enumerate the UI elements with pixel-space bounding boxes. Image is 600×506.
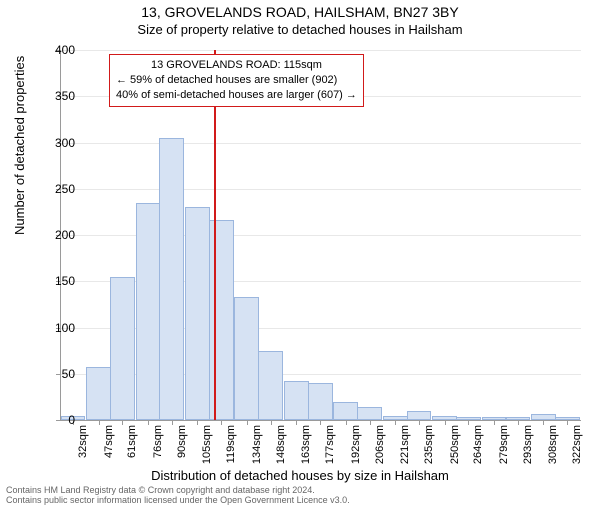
y-tick-label: 100 xyxy=(35,321,75,335)
y-tick-label: 300 xyxy=(35,136,75,150)
chart-title-line2: Size of property relative to detached ho… xyxy=(0,22,600,37)
histogram-bar xyxy=(333,402,358,421)
x-tick-label: 250sqm xyxy=(449,425,461,464)
x-tick-mark xyxy=(320,420,321,425)
y-tick-label: 50 xyxy=(35,367,75,381)
x-tick-label: 235sqm xyxy=(423,425,435,464)
x-tick-label: 61sqm xyxy=(126,425,138,458)
gridline xyxy=(61,189,581,190)
gridline xyxy=(61,50,581,51)
x-tick-mark xyxy=(247,420,248,425)
x-tick-label: 47sqm xyxy=(103,425,115,458)
y-tick-label: 200 xyxy=(35,228,75,242)
annotation-line: 13 GROVELANDS ROAD: 115sqm xyxy=(116,58,357,73)
x-tick-mark xyxy=(445,420,446,425)
x-axis-label: Distribution of detached houses by size … xyxy=(0,468,600,483)
x-tick-mark xyxy=(148,420,149,425)
histogram-bar xyxy=(284,381,309,420)
x-tick-label: 308sqm xyxy=(547,425,559,464)
x-tick-label: 163sqm xyxy=(300,425,312,464)
annotation-line: ← 59% of detached houses are smaller (90… xyxy=(116,73,357,88)
x-tick-label: 264sqm xyxy=(472,425,484,464)
annotation-box: 13 GROVELANDS ROAD: 115sqm← 59% of detac… xyxy=(109,54,364,107)
histogram-bar xyxy=(159,138,184,420)
footer-attribution: Contains HM Land Registry data © Crown c… xyxy=(6,486,350,506)
x-tick-label: 90sqm xyxy=(176,425,188,458)
x-tick-mark xyxy=(197,420,198,425)
x-tick-label: 192sqm xyxy=(350,425,362,464)
y-tick-label: 350 xyxy=(35,89,75,103)
y-tick-label: 0 xyxy=(35,413,75,427)
x-tick-mark xyxy=(346,420,347,425)
y-tick-label: 150 xyxy=(35,274,75,288)
x-tick-mark xyxy=(395,420,396,425)
x-tick-mark xyxy=(172,420,173,425)
x-tick-mark xyxy=(99,420,100,425)
x-tick-label: 206sqm xyxy=(374,425,386,464)
x-tick-label: 32sqm xyxy=(77,425,89,458)
histogram-bar xyxy=(308,383,333,420)
histogram-bar xyxy=(234,297,259,420)
histogram-bar xyxy=(86,367,111,420)
x-tick-mark xyxy=(419,420,420,425)
histogram-bar xyxy=(185,207,210,420)
x-tick-label: 105sqm xyxy=(201,425,213,464)
x-tick-label: 119sqm xyxy=(225,425,237,463)
x-tick-mark xyxy=(518,420,519,425)
x-tick-label: 134sqm xyxy=(251,425,263,464)
plot-area: 32sqm47sqm61sqm76sqm90sqm105sqm119sqm134… xyxy=(60,50,581,421)
x-tick-mark xyxy=(468,420,469,425)
histogram-bar xyxy=(136,203,161,420)
histogram-bar xyxy=(258,351,283,420)
y-tick-label: 250 xyxy=(35,182,75,196)
x-tick-mark xyxy=(122,420,123,425)
x-tick-mark xyxy=(370,420,371,425)
x-tick-label: 279sqm xyxy=(498,425,510,464)
x-tick-mark xyxy=(271,420,272,425)
x-tick-mark xyxy=(567,420,568,425)
histogram-bar xyxy=(110,277,135,420)
gridline xyxy=(61,143,581,144)
x-tick-label: 221sqm xyxy=(399,425,411,464)
x-tick-label: 148sqm xyxy=(275,425,287,464)
histogram-bar xyxy=(357,407,382,420)
annotation-line: 40% of semi-detached houses are larger (… xyxy=(116,88,357,103)
y-axis-label: Number of detached properties xyxy=(12,56,27,235)
x-tick-mark xyxy=(494,420,495,425)
chart-title-line1: 13, GROVELANDS ROAD, HAILSHAM, BN27 3BY xyxy=(0,4,600,20)
histogram-bar xyxy=(209,220,234,420)
x-tick-label: 322sqm xyxy=(571,425,583,464)
footer-line1: Contains HM Land Registry data © Crown c… xyxy=(6,485,315,495)
x-tick-label: 293sqm xyxy=(522,425,534,464)
chart-container: 13, GROVELANDS ROAD, HAILSHAM, BN27 3BY … xyxy=(0,0,600,500)
x-tick-mark xyxy=(543,420,544,425)
x-tick-mark xyxy=(221,420,222,425)
x-tick-label: 76sqm xyxy=(152,425,164,458)
histogram-bar xyxy=(407,411,432,420)
x-tick-mark xyxy=(296,420,297,425)
y-tick-label: 400 xyxy=(35,43,75,57)
x-tick-label: 177sqm xyxy=(324,425,336,464)
